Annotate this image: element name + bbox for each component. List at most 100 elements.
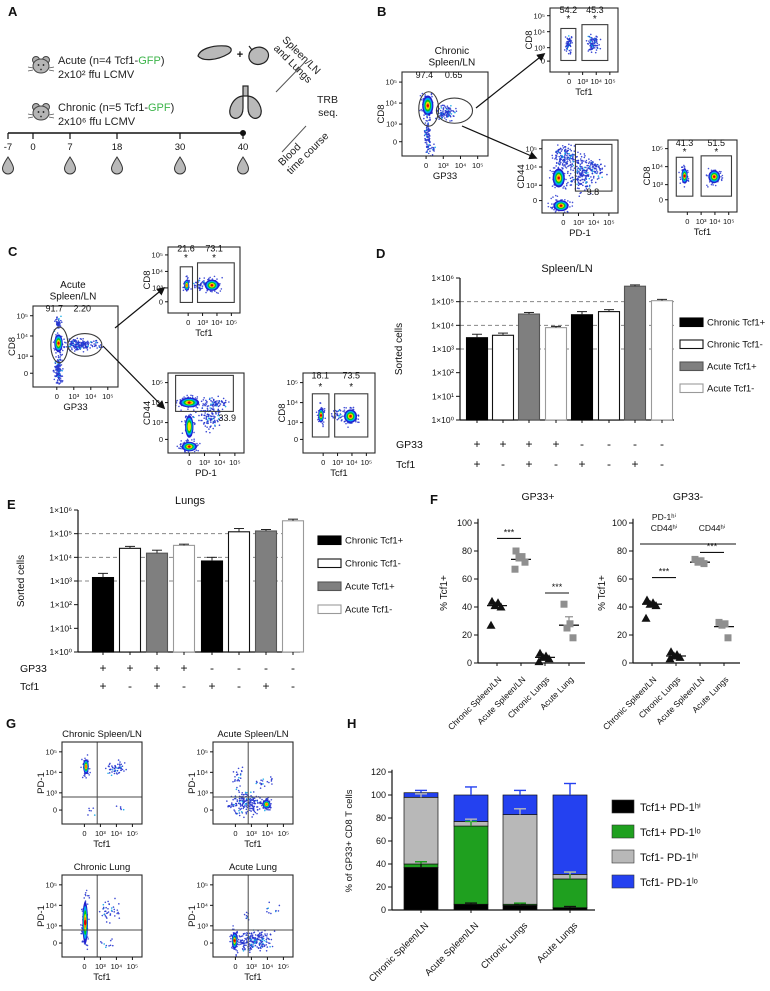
svg-text:0: 0 (567, 77, 571, 86)
svg-text:10⁵: 10⁵ (604, 77, 615, 86)
svg-text:10⁵: 10⁵ (603, 218, 614, 227)
svg-text:0: 0 (294, 435, 298, 444)
flow-plot-g2: 0 10³ 10⁴ 10⁵ 0 10³ 10⁴ 10⁵ Tcf1 PD-1 Acute Spleen… (187, 729, 294, 850)
svg-text:10⁵: 10⁵ (152, 378, 163, 387)
svg-text:***: *** (552, 582, 563, 592)
svg-text:10³: 10³ (46, 788, 57, 797)
svg-text:GP33: GP33 (433, 171, 457, 182)
svg-text:10⁴: 10⁴ (45, 768, 57, 777)
svg-text:*: * (593, 14, 597, 25)
svg-text:20: 20 (617, 630, 627, 640)
svg-text:10⁵: 10⁵ (278, 829, 289, 838)
svg-text:0: 0 (685, 217, 689, 226)
svg-text:51.5: 51.5 (708, 138, 726, 148)
svg-text:Acute Tcf1-: Acute Tcf1- (707, 384, 754, 395)
svg-text:10⁵: 10⁵ (127, 829, 138, 838)
svg-text:10⁵: 10⁵ (127, 962, 138, 971)
svg-text:+: + (262, 679, 269, 693)
svg-text:10⁵: 10⁵ (46, 880, 57, 889)
svg-text:10⁵: 10⁵ (652, 144, 663, 153)
svg-text:10³: 10³ (197, 788, 208, 797)
svg-text:-: - (607, 457, 611, 471)
svg-text:-: - (291, 661, 295, 675)
svg-text:Tcf1: Tcf1 (244, 839, 261, 850)
svg-text:***: *** (707, 541, 718, 551)
svg-text:0: 0 (467, 658, 472, 668)
svg-text:Tcf1: Tcf1 (195, 328, 212, 339)
svg-text:-: - (660, 457, 664, 471)
svg-text:10⁴: 10⁴ (16, 332, 28, 341)
acute-gfp-text: GFP (138, 55, 161, 67)
svg-text:10⁵: 10⁵ (361, 458, 372, 467)
bar-chart-sorted-lungs: 1×10⁰ 1×10¹ 1×10² 1×10³ 1×10⁴ 1×10⁵ 1×10⁶ Lungs… (16, 495, 404, 693)
svg-text:60: 60 (376, 836, 386, 846)
svg-text:0: 0 (424, 161, 428, 170)
svg-text:30: 30 (175, 142, 186, 153)
svg-text:-: - (128, 679, 132, 693)
svg-text:10⁵: 10⁵ (226, 318, 237, 327)
svg-text:Sorted cells: Sorted cells (394, 323, 405, 375)
svg-text:2.20: 2.20 (74, 304, 92, 314)
panel-label-g: G (6, 716, 17, 731)
svg-text:10³: 10³ (438, 161, 449, 170)
svg-text:10³: 10³ (573, 218, 584, 227)
panel-label-c: C (8, 244, 18, 259)
svg-text:10⁴: 10⁴ (455, 161, 467, 170)
svg-text:CD8: CD8 (277, 403, 288, 422)
svg-text:Acute Tcf1-: Acute Tcf1- (345, 605, 392, 616)
svg-text:80: 80 (617, 546, 627, 556)
svg-text:0: 0 (533, 196, 537, 205)
svg-text:1×10⁰: 1×10⁰ (431, 415, 454, 425)
svg-text:0: 0 (55, 392, 59, 401)
svg-text:1×10⁶: 1×10⁶ (49, 505, 72, 515)
svg-text:10³: 10³ (197, 318, 208, 327)
svg-text:73.1: 73.1 (205, 244, 223, 254)
svg-text:***: *** (659, 567, 670, 577)
svg-text:100: 100 (612, 518, 627, 528)
svg-text:0: 0 (381, 905, 386, 915)
svg-text:10⁵: 10⁵ (102, 392, 113, 401)
svg-text:10⁵: 10⁵ (386, 78, 397, 87)
svg-text:10³: 10³ (199, 458, 210, 467)
svg-text:-: - (291, 679, 295, 693)
svg-text:40: 40 (376, 859, 386, 869)
svg-text:Tcf1: Tcf1 (93, 972, 110, 983)
svg-text:10⁵: 10⁵ (287, 378, 298, 387)
svg-text:*: * (318, 382, 322, 393)
svg-text:0: 0 (24, 369, 28, 378)
svg-text:120: 120 (371, 767, 386, 777)
svg-text:% Tcf1+: % Tcf1+ (439, 575, 450, 611)
svg-text:10³: 10³ (577, 77, 588, 86)
svg-text:10⁵: 10⁵ (229, 458, 240, 467)
svg-text:+: + (499, 437, 506, 451)
svg-text:10³: 10³ (152, 418, 163, 427)
svg-text:+: + (99, 679, 106, 693)
svg-text:1×10⁴: 1×10⁴ (431, 320, 454, 330)
svg-text:10⁴: 10⁴ (651, 162, 663, 171)
svg-text:1×10⁶: 1×10⁶ (431, 273, 454, 283)
svg-text:*: * (566, 14, 570, 25)
svg-text:PD-1: PD-1 (36, 905, 47, 927)
svg-text:-: - (633, 437, 637, 451)
svg-text:10⁴: 10⁴ (196, 768, 208, 777)
svg-text:***: *** (504, 527, 515, 537)
svg-text:Acute: Acute (60, 280, 86, 291)
svg-text:20: 20 (462, 630, 472, 640)
svg-text:*: * (683, 147, 687, 158)
svg-text:10⁵: 10⁵ (197, 747, 208, 756)
svg-text:CD44: CD44 (516, 164, 527, 188)
svg-text:54.2: 54.2 (560, 5, 578, 15)
svg-text:-: - (501, 457, 505, 471)
svg-text:7: 7 (67, 142, 72, 153)
svg-text:80: 80 (462, 546, 472, 556)
svg-text:-: - (607, 437, 611, 451)
svg-text:1×10²: 1×10² (50, 600, 72, 610)
svg-text:0: 0 (53, 806, 57, 815)
svg-text:0: 0 (82, 962, 86, 971)
svg-text:-: - (580, 437, 584, 451)
svg-text:10⁴: 10⁴ (85, 392, 97, 401)
